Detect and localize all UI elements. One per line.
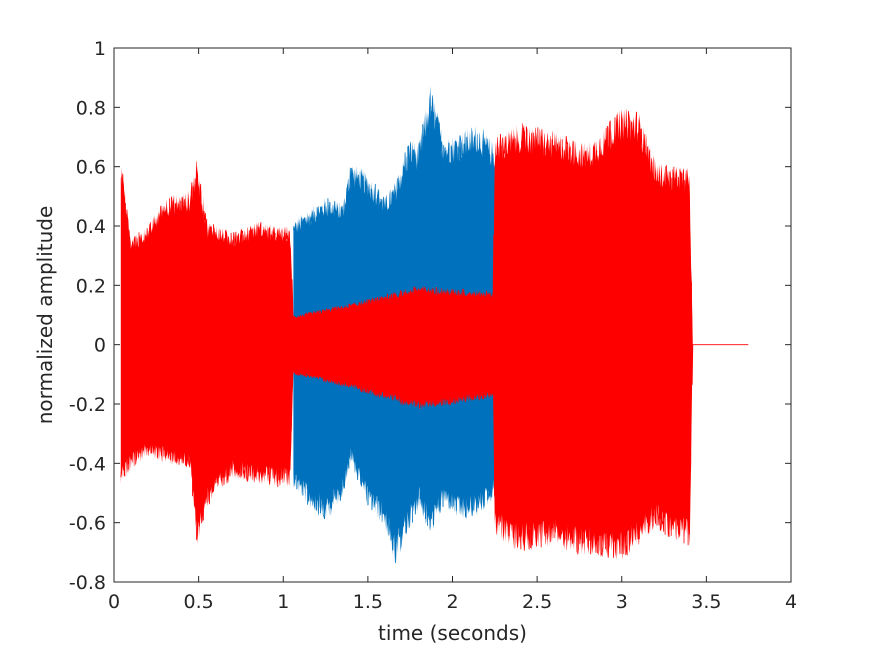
y-tick-label: 1 (94, 38, 106, 60)
x-tick-label: 0 (108, 591, 120, 613)
y-tick-label: 0.6 (76, 157, 106, 179)
y-tick-label: -0.4 (69, 453, 106, 475)
x-tick-label: 2 (446, 591, 458, 613)
waveform-trace-series-2 (120, 111, 749, 558)
x-tick-label: 4 (785, 591, 797, 613)
x-tick-label: 1.5 (353, 591, 383, 613)
y-tick-label: -0.6 (69, 513, 106, 535)
x-axis-label: time (seconds) (378, 621, 527, 645)
tick-layer: 0 0.5 1 1.5 2 2.5 3 3.5 4 -0.8 -0.6 -0.4 -0.2 0 0.2 0.4… (69, 38, 797, 613)
y-tick-label: 0.8 (76, 97, 106, 119)
x-tick-label: 2.5 (522, 591, 552, 613)
series-layer (120, 85, 749, 564)
x-tick-label: 0.5 (184, 591, 214, 613)
y-axis-label: normalized amplitude (33, 206, 57, 425)
y-tick-label: 0.2 (76, 275, 106, 297)
y-tick-label: -0.2 (69, 394, 106, 416)
x-tick-label: 1 (277, 591, 289, 613)
y-tick-label: 0.4 (76, 216, 106, 238)
y-tick-label: -0.8 (69, 572, 106, 594)
x-tick-label: 3.5 (691, 591, 721, 613)
x-tick-label: 3 (616, 591, 628, 613)
y-tick-label: 0 (94, 335, 106, 357)
